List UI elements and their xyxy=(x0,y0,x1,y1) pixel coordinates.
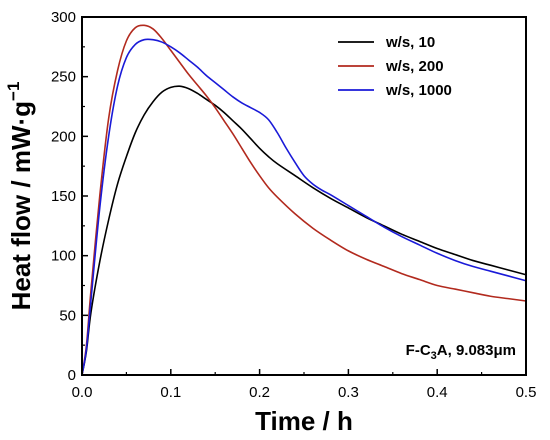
series-line-3 xyxy=(81,38,527,376)
x-tick-label: 0.3 xyxy=(338,384,359,401)
series-line-2 xyxy=(81,24,527,376)
x-tick-label: 0.1 xyxy=(160,384,181,401)
y-tick-label: 200 xyxy=(51,128,76,145)
annotation-suffix: A, 9.083μm xyxy=(437,342,516,359)
annotation-prefix: F-C xyxy=(406,342,431,359)
legend-label-1: w/s, 10 xyxy=(385,34,435,51)
y-tick-label: 250 xyxy=(51,69,76,86)
y-tick-label: 150 xyxy=(51,188,76,205)
y-tick-label: 50 xyxy=(59,307,76,324)
y-axis-title-superscript: −1 xyxy=(4,82,23,101)
y-axis-title-main: Heat flow / mW·g xyxy=(6,101,36,310)
y-axis-title: Heat flow / mW·g−1 xyxy=(4,82,36,311)
x-tick-label: 0.2 xyxy=(249,384,270,401)
y-tick-label: 300 xyxy=(51,9,76,26)
ticks-layer: 0.0 0.1 0.2 0.3 0.4 0.5 0 50 100 150 200 250 300 xyxy=(51,9,536,401)
y-tick-label: 0 xyxy=(68,367,76,384)
x-tick-label: 0.4 xyxy=(427,384,448,401)
annotation-subscript: 3 xyxy=(431,350,437,362)
legend: w/s, 10 w/s, 200 w/s, 1000 xyxy=(338,34,452,99)
x-axis-title: Time / h xyxy=(255,406,353,436)
series-line-1 xyxy=(81,85,527,376)
x-tick-label: 0.0 xyxy=(72,384,93,401)
annotation-label: F-C3A, 9.083μm xyxy=(406,342,516,362)
plot-frame xyxy=(81,16,527,376)
plot-layer xyxy=(81,24,527,376)
y-tick-label: 100 xyxy=(51,248,76,265)
x-tick-label: 0.5 xyxy=(516,384,537,401)
legend-label-3: w/s, 1000 xyxy=(385,82,452,99)
legend-label-2: w/s, 200 xyxy=(385,58,444,75)
